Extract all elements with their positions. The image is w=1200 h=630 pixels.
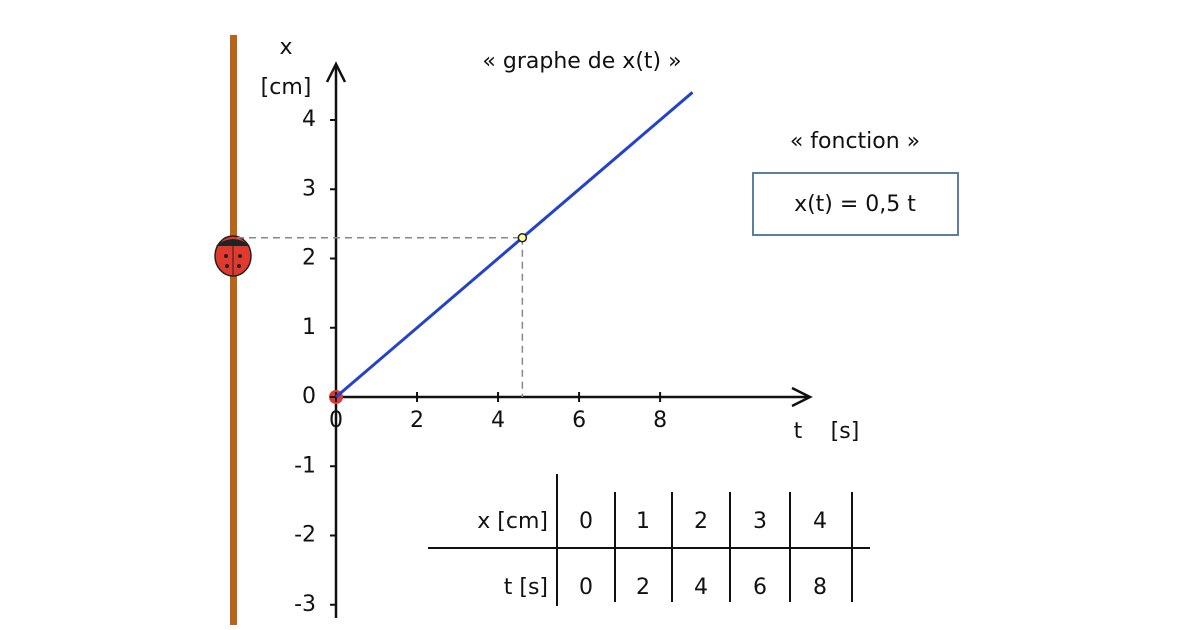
y-tick-label: 3 xyxy=(302,176,316,201)
x-tick-label: 8 xyxy=(653,408,667,433)
formula: x(t) = 0,5 t xyxy=(794,192,916,217)
table-lines xyxy=(428,474,870,606)
highlight-point xyxy=(517,232,528,243)
table-cell: 4 xyxy=(813,509,827,534)
row-header: t [s] xyxy=(504,575,548,600)
ladybug xyxy=(214,235,252,277)
table-cell: 0 xyxy=(579,575,593,600)
x-tick-label: 0 xyxy=(329,408,343,433)
table-cell: 8 xyxy=(813,575,827,600)
annotation-label: « fonction » xyxy=(790,129,920,154)
x-tick-label: 2 xyxy=(410,408,424,433)
line xyxy=(335,91,694,399)
x-tick-label: 4 xyxy=(491,408,505,433)
y-axis-unit: [cm] xyxy=(261,75,312,100)
y-tick-label: 4 xyxy=(302,107,316,132)
chart-title: « graphe de x(t) » xyxy=(482,49,681,74)
table-cell: 4 xyxy=(694,575,708,600)
y-tick-label: 2 xyxy=(302,246,316,271)
y-axis-label: x xyxy=(279,35,292,60)
y-tick-label: -2 xyxy=(294,523,316,548)
table-cell: 1 xyxy=(636,509,650,534)
y-tick-label: -1 xyxy=(294,453,316,478)
x-axis-label: t xyxy=(794,419,803,444)
table-cell: 0 xyxy=(579,509,593,534)
x-axis-unit: [s] xyxy=(831,419,860,444)
formula-box xyxy=(752,172,959,236)
table-cell: 2 xyxy=(636,575,650,600)
y-tick-label: 1 xyxy=(302,315,316,340)
y-tick-label: 0 xyxy=(302,384,316,409)
y-tick-label: -3 xyxy=(294,592,316,617)
x-tick-label: 6 xyxy=(572,408,586,433)
row-header: x [cm] xyxy=(477,509,548,534)
axes xyxy=(325,61,813,618)
table-cell: 3 xyxy=(753,509,767,534)
pole xyxy=(230,35,237,625)
table-cell: 6 xyxy=(753,575,767,600)
table-cell: 2 xyxy=(694,509,708,534)
